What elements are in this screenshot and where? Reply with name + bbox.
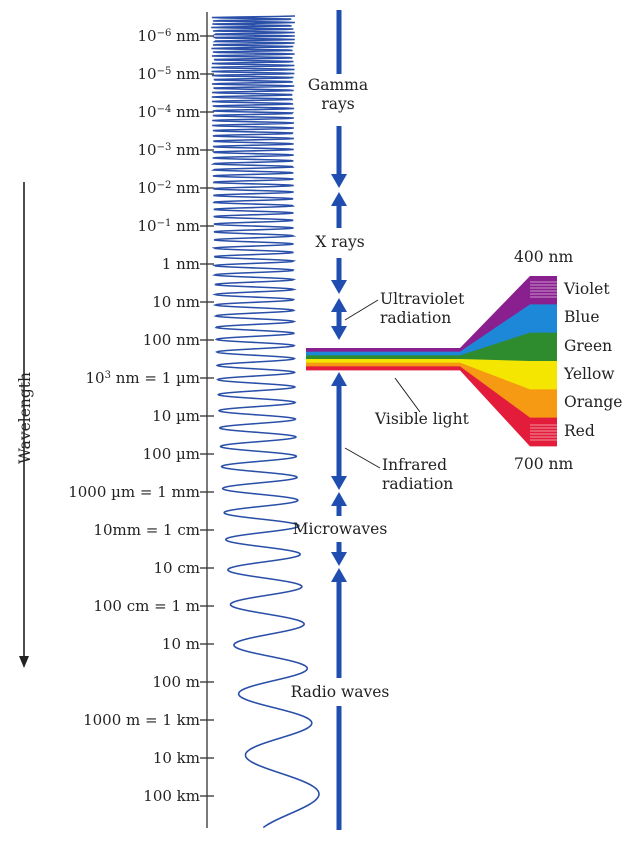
axis-tick-label: 10mm = 1 cm (93, 521, 200, 539)
spectrum-fan-segment (460, 359, 557, 390)
axis-tick-label: 100 m (152, 673, 200, 691)
axis-tick-label: 10−2 nm (137, 179, 201, 197)
color-label-violet: Violet (564, 280, 610, 298)
arrow-head-up (331, 372, 347, 386)
axis-tick-label: 10 cm (153, 559, 200, 577)
color-label-orange: Orange (564, 393, 623, 412)
visible-band-stripe (306, 348, 460, 353)
visible-band-stripe (306, 366, 460, 371)
spectrum-400nm-label: 400 nm (514, 248, 574, 266)
axis-tick-label: 10 µm (152, 407, 200, 425)
infrared-label: Infrared radiation (382, 456, 454, 493)
spectrum-fan-segment (460, 332, 557, 362)
arrow-head-down (331, 174, 347, 188)
wave-curve (210, 15, 320, 829)
visible-band-stripe (306, 351, 460, 356)
spectrum-fan-segment (460, 362, 557, 419)
color-label-blue: Blue (564, 308, 600, 327)
axis-tick-label: 10−4 nm (137, 103, 201, 121)
axis-tick-label: 10 nm (152, 293, 200, 311)
color-label-green: Green (564, 336, 613, 355)
gamma-rays-label: Gamma rays (307, 76, 369, 113)
x-rays-label: X rays (315, 233, 365, 251)
axis-tick-label: 100 cm = 1 m (93, 597, 200, 615)
wavelength-axis-title: Wavelength (16, 371, 34, 464)
microwaves-label: Microwaves (292, 520, 388, 538)
axis-tick-label: 10−1 nm (137, 217, 201, 235)
arrow-head-up (331, 492, 347, 506)
axis-tick-label: 10−5 nm (137, 65, 201, 83)
axis-tick-label: 103 nm = 1 µm (85, 369, 200, 387)
wavelength-arrow-head (19, 656, 29, 668)
visible-band-stripe (306, 362, 460, 367)
axis-tick-label: 10−6 nm (137, 27, 201, 45)
visible-pointer-line (394, 377, 421, 413)
axis-tick-label: 1 nm (161, 255, 200, 273)
color-label-red: Red (564, 421, 595, 440)
visible-band-stripe (306, 355, 460, 360)
axis-tick-label: 1000 m = 1 km (83, 711, 200, 729)
uv-pointer-line (344, 299, 379, 321)
visible-light-label: Visible light (375, 410, 469, 428)
color-label-yellow: Yellow (564, 365, 615, 383)
arrow-head-down (331, 552, 347, 566)
arrow-head-down (331, 280, 347, 294)
ir-pointer-line (344, 447, 381, 469)
arrow-head-up (331, 192, 347, 206)
arrow-head-down (331, 326, 347, 340)
axis-tick-label: 100 µm (142, 445, 200, 463)
arrow-head-down (331, 476, 347, 490)
axis-tick-label: 10 km (152, 749, 200, 767)
visible-band-stripe (306, 359, 460, 364)
axis-tick-label: 10−3 nm (137, 141, 201, 159)
spectrum-fan-segment (460, 276, 557, 353)
axis-tick-label: 100 km (143, 787, 200, 805)
ultraviolet-label: Ultraviolet radiation (380, 290, 465, 327)
spectrum-700nm-label: 700 nm (514, 455, 574, 473)
arrow-head-up (331, 568, 347, 582)
spectrum-fan-segment (460, 366, 557, 447)
spectrum-fan-segment (460, 304, 557, 356)
radio-waves-label: Radio waves (290, 683, 390, 701)
axis-tick-label: 10 m (161, 635, 200, 653)
axis-tick-label: 1000 µm = 1 mm (68, 483, 200, 501)
axis-tick-label: 100 nm (142, 331, 200, 349)
arrow-head-up (331, 298, 347, 312)
